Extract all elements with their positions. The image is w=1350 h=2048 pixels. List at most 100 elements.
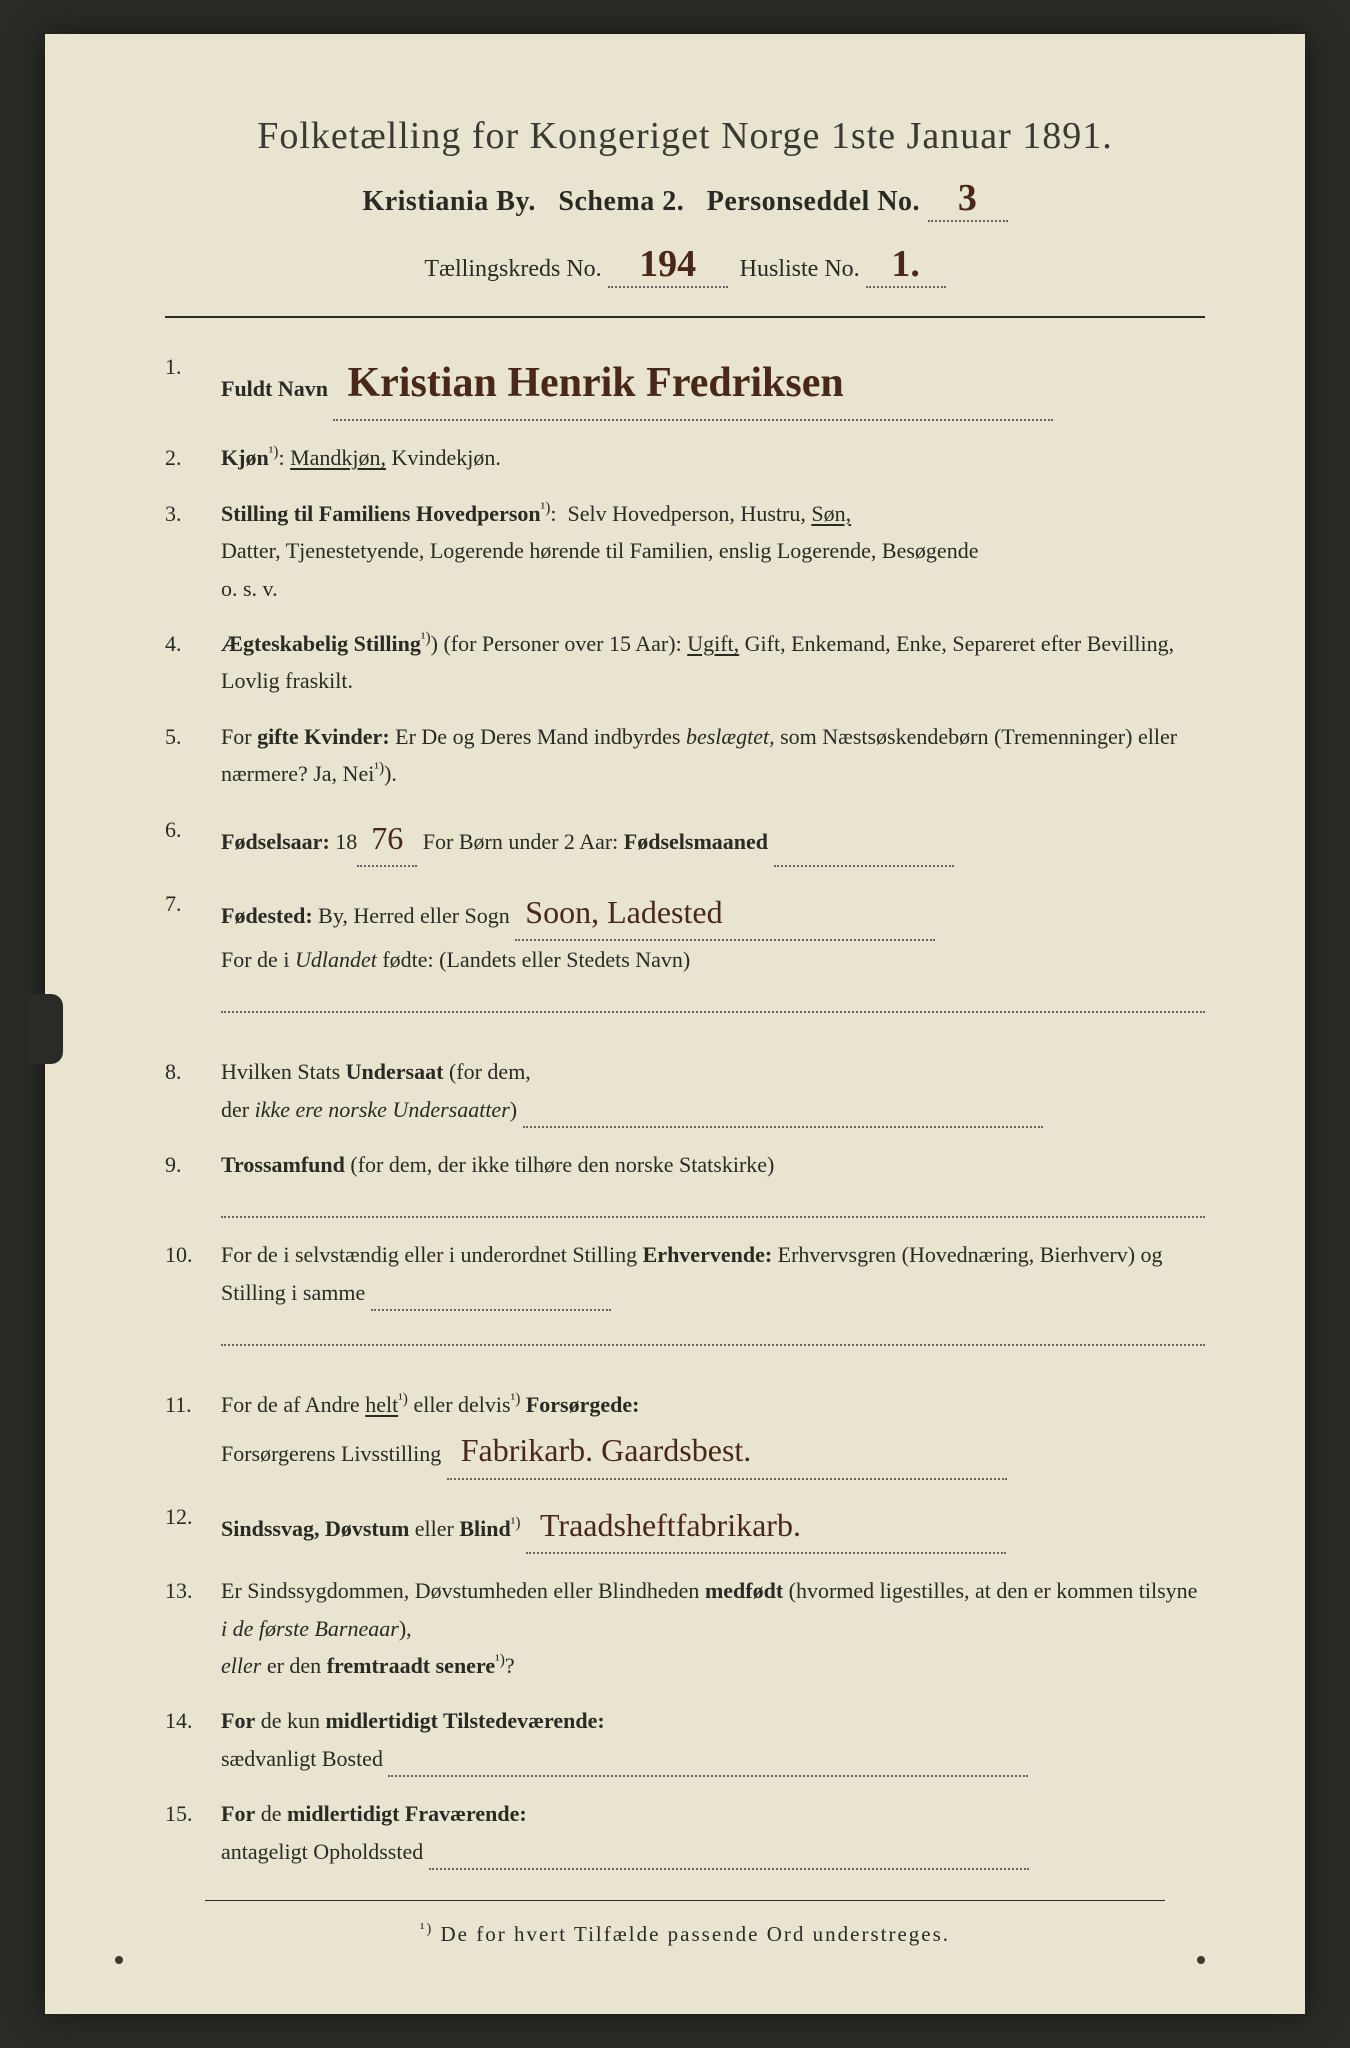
- q7-b: For de i: [221, 947, 295, 972]
- q13-c: ),: [399, 1616, 412, 1641]
- q13-b: (hvormed ligestilles, at den er kommen t…: [789, 1578, 1198, 1603]
- q9-a: (for dem, der ikke tilhøre den norske St…: [350, 1152, 774, 1177]
- q12-label2: Blind: [459, 1516, 510, 1541]
- q11-a: For de af Andre: [221, 1392, 365, 1417]
- title-third: Tællingskreds No. 194 Husliste No. 1.: [165, 242, 1205, 288]
- item-number: 3.: [165, 495, 221, 607]
- q4-paren: (for Personer over 15 Aar):: [443, 631, 687, 656]
- q5-b: Er De og Deres Mand indbyrdes: [395, 724, 686, 749]
- item-11: 11. For de af Andre helt¹) eller delvis¹…: [165, 1386, 1205, 1480]
- q11-c: Forsørgerens Livsstilling: [221, 1441, 441, 1466]
- husliste-label: Husliste No.: [740, 256, 860, 282]
- q15-b: antageligt Opholdssted: [221, 1839, 423, 1864]
- item-number: 11.: [165, 1386, 221, 1480]
- q2-opt2: Kvindekjøn.: [392, 445, 501, 470]
- q2-selected: Mandkjøn,: [290, 445, 386, 470]
- q7-i: Udlandet: [295, 947, 377, 972]
- q8-b: (for dem,: [449, 1059, 531, 1084]
- sup-marker: ¹): [511, 1514, 521, 1531]
- taellingskreds-no: 194: [639, 242, 696, 286]
- q13-i: i de første Barneaar: [221, 1616, 399, 1641]
- q13-label: medfødt: [705, 1578, 783, 1603]
- item-number: 9.: [165, 1146, 221, 1218]
- item-3: 3. Stilling til Familiens Hovedperson¹):…: [165, 495, 1205, 607]
- q14-label2: midlertidigt Tilstedeværende:: [325, 1708, 604, 1733]
- q11-label: Forsørgede:: [526, 1392, 640, 1417]
- q13-i2: eller: [221, 1653, 261, 1678]
- q1-label: Fuldt Navn: [221, 376, 328, 401]
- item-number: 8.: [165, 1053, 221, 1128]
- q11-u1: helt: [365, 1392, 398, 1417]
- q5-a: For: [221, 724, 257, 749]
- item-8: 8. Hvilken Stats Undersaat (for dem, der…: [165, 1053, 1205, 1128]
- page-edge-notch: [27, 994, 63, 1064]
- q3-text-c: o. s. v.: [221, 576, 278, 601]
- item-number: 7.: [165, 885, 221, 1014]
- q15-label2: midlertidigt Fraværende:: [287, 1801, 527, 1826]
- q13-label2: fremtraadt senere: [327, 1653, 495, 1678]
- q8-i: ikke ere norske Undersaatter: [255, 1097, 510, 1122]
- item-15: 15. For de midlertidigt Fraværende: anta…: [165, 1795, 1205, 1870]
- item-number: 1.: [165, 348, 221, 421]
- q10-label: Erhvervende:: [643, 1242, 773, 1267]
- q6-mid: For Børn under 2 Aar:: [423, 829, 624, 854]
- sup-marker: ¹): [495, 1652, 505, 1669]
- q7-value: Soon, Ladested: [525, 885, 722, 939]
- item-9: 9. Trossamfund (for dem, der ikke tilhør…: [165, 1146, 1205, 1218]
- item-12: 12. Sindssvag, Døvstum eller Blind¹) Tra…: [165, 1498, 1205, 1554]
- item-number: 10.: [165, 1236, 221, 1346]
- q15-label: For: [221, 1801, 255, 1826]
- item-1: 1. Fuldt Navn Kristian Henrik Fredriksen: [165, 348, 1205, 421]
- header-rule: [165, 316, 1205, 318]
- item-number: 15.: [165, 1795, 221, 1870]
- q7-a: By, Herred eller Sogn: [318, 903, 510, 928]
- q4-selected: Ugift,: [687, 631, 739, 656]
- title-sub: Kristiania By. Schema 2. Personseddel No…: [165, 176, 1205, 222]
- q13-d: er den: [267, 1653, 327, 1678]
- item-number: 6.: [165, 811, 221, 867]
- sup-marker: ¹): [511, 1391, 521, 1408]
- q11-b: eller delvis: [413, 1392, 510, 1417]
- q5-i: beslægtet,: [686, 724, 775, 749]
- q9-label: Trossamfund: [221, 1152, 345, 1177]
- q7-label: Fødested:: [221, 903, 313, 928]
- q8-d: ): [510, 1097, 517, 1122]
- q14-b: sædvanligt Bosted: [221, 1746, 383, 1771]
- q2-label: Kjøn: [221, 445, 269, 470]
- census-form-page: Folketælling for Kongeriget Norge 1ste J…: [45, 34, 1305, 2014]
- q3-selected: Søn,: [811, 501, 851, 526]
- sup-marker: ¹): [398, 1391, 408, 1408]
- q13-a: Er Sindssygdommen, Døvstumheden eller Bl…: [221, 1578, 705, 1603]
- item-4: 4. Ægteskabelig Stilling¹)) (for Persone…: [165, 625, 1205, 700]
- q12-value: Traadsheftfabrikarb.: [540, 1498, 801, 1552]
- q3-label: Stilling til Familiens Hovedperson: [221, 501, 541, 526]
- q8-c: der: [221, 1097, 255, 1122]
- sup-marker: ¹): [269, 444, 279, 461]
- footnote-text: De for hvert Tilfælde passende Ord under…: [441, 1922, 951, 1946]
- item-number: 5.: [165, 718, 221, 793]
- q14-a: de kun: [261, 1708, 326, 1733]
- q6-prefix: 18: [335, 829, 357, 854]
- q6-label: Fødselsaar:: [221, 829, 330, 854]
- footnote: ¹) De for hvert Tilfælde passende Ord un…: [165, 1921, 1205, 1947]
- footer-rule: [205, 1900, 1165, 1901]
- item-10: 10. For de i selvstændig eller i underor…: [165, 1236, 1205, 1346]
- q7-c: fødte: (Landets eller Stedets Navn): [382, 947, 690, 972]
- item-6: 6. Fødselsaar: 1876 For Børn under 2 Aar…: [165, 811, 1205, 867]
- item-number: 14.: [165, 1702, 221, 1777]
- q4-label: Ægteskabelig Stilling: [221, 631, 421, 656]
- item-5: 5. For gifte Kvinder: Er De og Deres Man…: [165, 718, 1205, 793]
- q8-a: Hvilken Stats: [221, 1059, 346, 1084]
- q5-label: gifte Kvinder:: [257, 724, 390, 749]
- q11-value: Fabrikarb. Gaardsbest.: [461, 1423, 752, 1477]
- q12-a: eller: [415, 1516, 460, 1541]
- q8-label: Undersaat: [346, 1059, 444, 1084]
- personseddel-no: 3: [958, 176, 978, 220]
- q3-text-b: Datter, Tjenestetyende, Logerende hørend…: [221, 538, 978, 563]
- item-7: 7. Fødested: By, Herred eller Sogn Soon,…: [165, 885, 1205, 1014]
- q14-label: For: [221, 1708, 255, 1733]
- taellingskreds-label: Tællingskreds No.: [424, 256, 601, 282]
- q10-a: For de i selvstændig eller i underordnet…: [221, 1242, 643, 1267]
- footnote-marker: ¹): [420, 1921, 433, 1937]
- item-14: 14. For de kun midlertidigt Tilstedevære…: [165, 1702, 1205, 1777]
